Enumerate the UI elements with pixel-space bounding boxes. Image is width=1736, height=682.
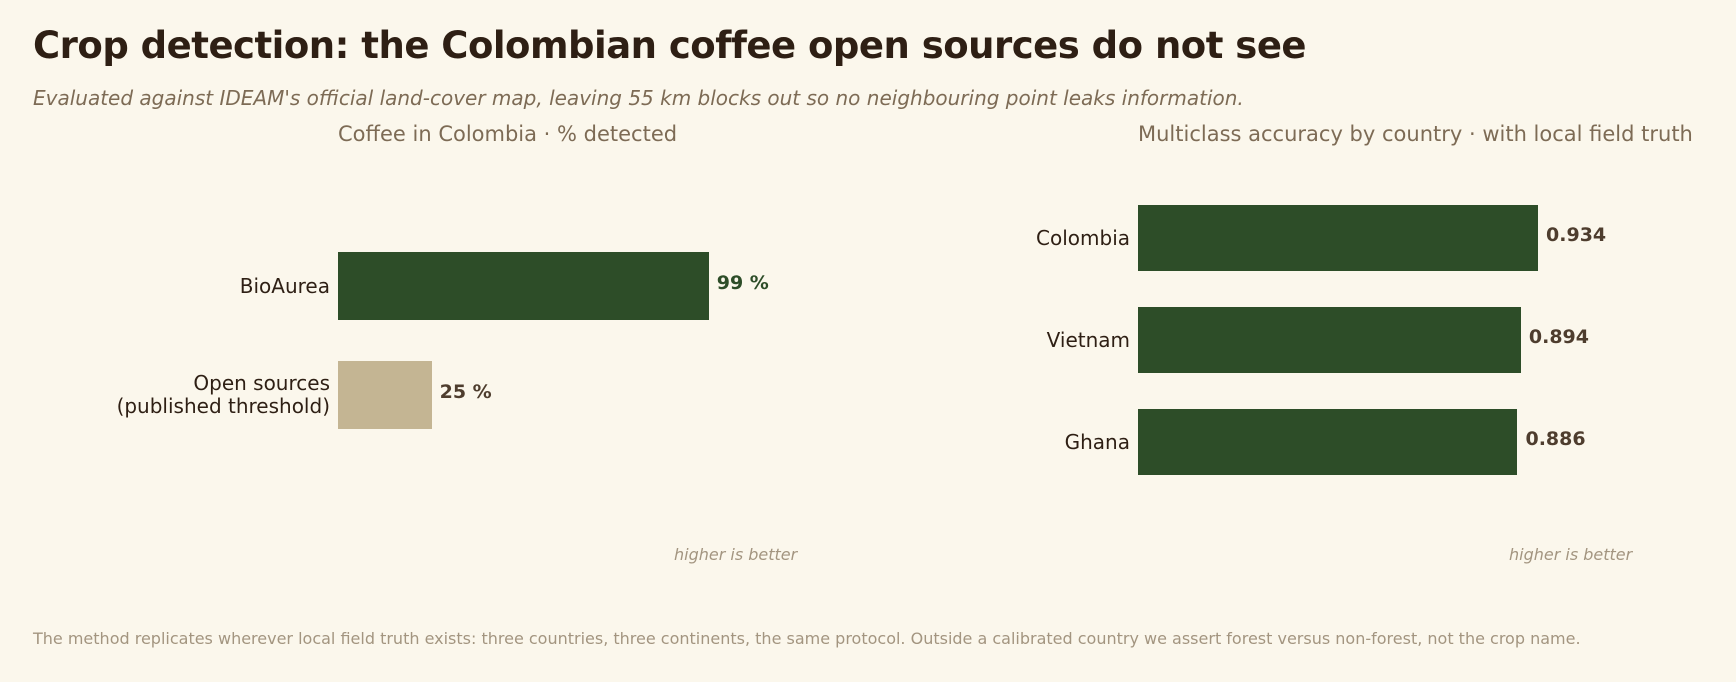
chart-subtitle: Evaluated against IDEAM's official land-… <box>33 86 1244 110</box>
coffee-category-label-bioaurea: BioAurea <box>239 273 330 298</box>
coffee-value-label-bioaurea: 99 % <box>716 272 769 294</box>
accuracy-category-label-colombia: Colombia <box>1036 225 1130 250</box>
left-panel-title: Coffee in Colombia · % detected <box>338 122 678 146</box>
accuracy-value-label-ghana: 0.886 <box>1525 428 1586 450</box>
right-panel-title: Multiclass accuracy by country · with lo… <box>1138 122 1693 146</box>
accuracy-bar-colombia <box>1138 205 1539 271</box>
coffee-bar-open-sources <box>338 361 432 429</box>
left-higher-is-better-note: higher is better <box>674 545 798 564</box>
footer-note: The method replicates wherever local fie… <box>33 629 1581 648</box>
chart-title: Crop detection: the Colombian coffee ope… <box>33 24 1307 67</box>
accuracy-bar-ghana <box>1138 409 1518 475</box>
coffee-value-label-open-sources: 25 % <box>439 381 492 403</box>
coffee-category-label-open-sources: Open sources (published threshold) <box>116 371 330 418</box>
accuracy-value-label-colombia: 0.934 <box>1546 224 1607 246</box>
right-higher-is-better-note: higher is better <box>1509 545 1633 564</box>
coffee-bar-bioaurea <box>338 252 709 320</box>
accuracy-category-label-vietnam: Vietnam <box>1046 327 1130 352</box>
accuracy-value-label-vietnam: 0.894 <box>1528 326 1589 348</box>
accuracy-category-label-ghana: Ghana <box>1064 429 1130 454</box>
accuracy-bar-vietnam <box>1138 307 1521 373</box>
